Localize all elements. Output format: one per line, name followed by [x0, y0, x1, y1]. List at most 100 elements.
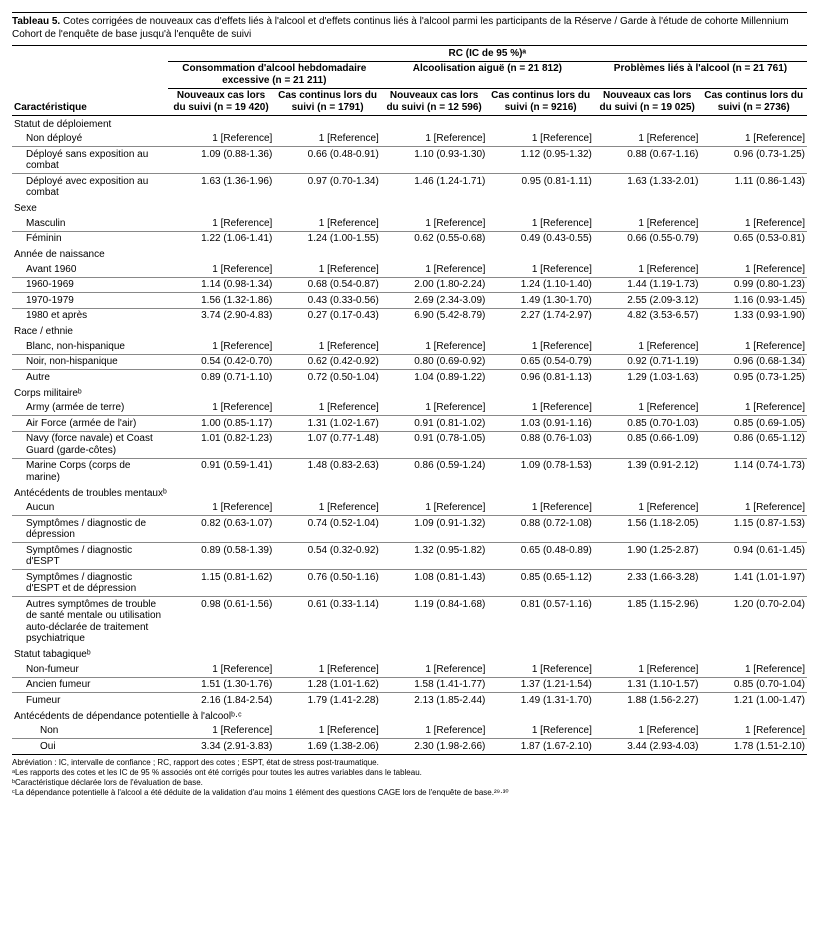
cell-value: 0.62 (0.55-0.68) [381, 231, 488, 246]
cell-value: 1.51 (1.30-1.76) [168, 677, 275, 693]
cell-value: 1.07 (0.77-1.48) [274, 431, 381, 458]
cell-value: 1.33 (0.93-1.90) [700, 308, 807, 323]
cell-value: 1.11 (0.86-1.43) [700, 174, 807, 201]
row-label: Déployé avec exposition au combat [12, 174, 168, 201]
cell-value: 1 [Reference] [381, 401, 488, 416]
cell-value: 1 [Reference] [381, 216, 488, 231]
cell-value: 1.15 (0.81-1.62) [168, 570, 275, 597]
cell-value: 1 [Reference] [594, 501, 701, 516]
section-label: Statut tabagiqueᵇ [12, 646, 807, 662]
table-title: Tableau 5. Cotes corrigées de nouveaux c… [12, 12, 807, 45]
cell-value: 1 [Reference] [274, 216, 381, 231]
cell-value: 1 [Reference] [168, 724, 275, 739]
col-new-0: Nouveaux cas lors du suivi (n = 19 420) [168, 88, 275, 115]
section-label: Antécédents de dépendance potentielle à … [12, 708, 807, 724]
row-label: Aucun [12, 501, 168, 516]
cell-value: 1.56 (1.18-2.05) [594, 516, 701, 543]
cell-value: 0.85 (0.65-1.12) [487, 570, 594, 597]
row-label: Oui [12, 739, 168, 754]
cell-value: 1.24 (1.10-1.40) [487, 277, 594, 293]
cell-value: 1 [Reference] [381, 132, 488, 147]
cell-value: 1.31 (1.10-1.57) [594, 677, 701, 693]
cell-value: 0.95 (0.73-1.25) [700, 370, 807, 385]
row-label: Army (armée de terre) [12, 401, 168, 416]
cell-value: 0.86 (0.65-1.12) [700, 431, 807, 458]
cell-value: 1.12 (0.95-1.32) [487, 147, 594, 174]
data-table: RC (IC de 95 %)ᵃ Consommation d'alcool h… [12, 45, 807, 754]
cell-value: 1.78 (1.51-2.10) [700, 739, 807, 754]
cell-value: 1 [Reference] [700, 401, 807, 416]
cell-value: 1 [Reference] [274, 501, 381, 516]
cell-value: 1.19 (0.84-1.68) [381, 597, 488, 647]
cell-value: 0.81 (0.57-1.16) [487, 597, 594, 647]
cell-value: 1.87 (1.67-2.10) [487, 739, 594, 754]
cell-value: 0.65 (0.48-0.89) [487, 543, 594, 570]
cell-value: 0.54 (0.32-0.92) [274, 543, 381, 570]
cell-value: 1.69 (1.38-2.06) [274, 739, 381, 754]
cell-value: 2.00 (1.80-2.24) [381, 277, 488, 293]
cell-value: 1.10 (0.93-1.30) [381, 147, 488, 174]
cell-value: 0.54 (0.42-0.70) [168, 354, 275, 370]
cell-value: 1.48 (0.83-2.63) [274, 458, 381, 485]
cell-value: 0.66 (0.48-0.91) [274, 147, 381, 174]
cell-value: 0.85 (0.66-1.09) [594, 431, 701, 458]
cell-value: 0.91 (0.78-1.05) [381, 431, 488, 458]
cell-value: 0.99 (0.80-1.23) [700, 277, 807, 293]
cell-value: 1 [Reference] [381, 262, 488, 277]
cell-value: 1 [Reference] [274, 339, 381, 354]
cell-value: 1.20 (0.70-2.04) [700, 597, 807, 647]
cell-value: 1.14 (0.98-1.34) [168, 277, 275, 293]
cell-value: 6.90 (5.42-8.79) [381, 308, 488, 323]
cell-value: 0.62 (0.42-0.92) [274, 354, 381, 370]
group-header-1: Alcoolisation aiguë (n = 21 812) [381, 61, 594, 88]
cell-value: 1 [Reference] [700, 132, 807, 147]
cell-value: 1 [Reference] [168, 501, 275, 516]
row-label: Autre [12, 370, 168, 385]
section-label: Sexe [12, 200, 807, 216]
cell-value: 1.49 (1.31-1.70) [487, 693, 594, 708]
cell-value: 2.13 (1.85-2.44) [381, 693, 488, 708]
cell-value: 0.80 (0.69-0.92) [381, 354, 488, 370]
cell-value: 2.30 (1.98-2.66) [381, 739, 488, 754]
cell-value: 0.68 (0.54-0.87) [274, 277, 381, 293]
cell-value: 1 [Reference] [700, 216, 807, 231]
cell-value: 1.09 (0.88-1.36) [168, 147, 275, 174]
row-label: 1980 et après [12, 308, 168, 323]
footnotes: Abréviation : IC, intervalle de confianc… [12, 754, 807, 798]
cell-value: 1.49 (1.30-1.70) [487, 293, 594, 309]
cell-value: 1 [Reference] [594, 401, 701, 416]
cell-value: 1.58 (1.41-1.77) [381, 677, 488, 693]
cell-value: 1 [Reference] [487, 501, 594, 516]
cell-value: 2.55 (2.09-3.12) [594, 293, 701, 309]
cell-value: 1 [Reference] [274, 724, 381, 739]
cell-value: 0.96 (0.73-1.25) [700, 147, 807, 174]
cell-value: 0.74 (0.52-1.04) [274, 516, 381, 543]
row-label: Non-fumeur [12, 662, 168, 677]
section-label: Statut de déploiement [12, 115, 807, 132]
cell-value: 0.92 (0.71-1.19) [594, 354, 701, 370]
cell-value: 1.04 (0.89-1.22) [381, 370, 488, 385]
cell-value: 1.39 (0.91-2.12) [594, 458, 701, 485]
cell-value: 0.89 (0.71-1.10) [168, 370, 275, 385]
cell-value: 1.08 (0.81-1.43) [381, 570, 488, 597]
cell-value: 1.24 (1.00-1.55) [274, 231, 381, 246]
cell-value: 1.32 (0.95-1.82) [381, 543, 488, 570]
cell-value: 1 [Reference] [381, 501, 488, 516]
cell-value: 1 [Reference] [168, 216, 275, 231]
cell-value: 1.21 (1.00-1.47) [700, 693, 807, 708]
cell-value: 1.79 (1.41-2.28) [274, 693, 381, 708]
row-label: Ancien fumeur [12, 677, 168, 693]
cell-value: 0.95 (0.81-1.11) [487, 174, 594, 201]
cell-value: 1 [Reference] [168, 339, 275, 354]
cell-value: 1 [Reference] [487, 339, 594, 354]
cell-value: 1.09 (0.91-1.32) [381, 516, 488, 543]
row-label: Marine Corps (corps de marine) [12, 458, 168, 485]
cell-value: 0.65 (0.53-0.81) [700, 231, 807, 246]
cell-value: 0.61 (0.33-1.14) [274, 597, 381, 647]
cell-value: 1.63 (1.36-1.96) [168, 174, 275, 201]
cell-value: 0.85 (0.70-1.04) [700, 677, 807, 693]
cell-value: 1.44 (1.19-1.73) [594, 277, 701, 293]
cell-value: 4.82 (3.53-6.57) [594, 308, 701, 323]
cell-value: 1.31 (1.02-1.67) [274, 416, 381, 432]
cell-value: 1 [Reference] [274, 401, 381, 416]
